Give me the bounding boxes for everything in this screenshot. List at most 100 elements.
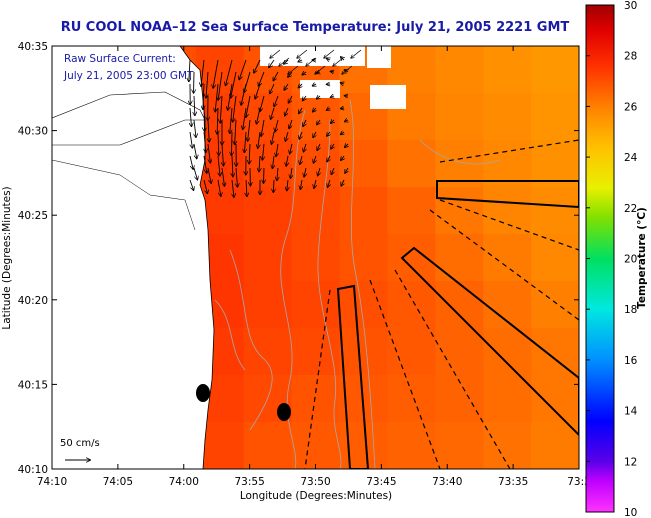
- station-marker: [196, 384, 210, 402]
- current-vector: [273, 179, 274, 192]
- current-label-line1: Raw Surface Current:: [64, 53, 176, 65]
- current-vector: [275, 119, 279, 132]
- current-vector: [304, 167, 306, 177]
- sst-cell: [243, 187, 293, 235]
- sst-cell: [483, 46, 532, 94]
- sst-cell: [531, 328, 579, 376]
- current-vector: [317, 96, 320, 99]
- current-vector: [261, 119, 265, 136]
- current-vector: [274, 95, 279, 106]
- current-vector: [203, 155, 207, 173]
- missing-data-patch: [370, 85, 406, 109]
- current-vector: [324, 49, 335, 58]
- current-vector: [276, 143, 278, 156]
- sst-cell: [339, 328, 388, 376]
- current-vector: [341, 132, 344, 134]
- current-vector: [331, 120, 334, 123]
- current-vector: [206, 71, 208, 98]
- current-vector: [327, 155, 330, 162]
- current-vector: [208, 119, 209, 142]
- current-vector: [285, 131, 288, 141]
- sst-cell: [531, 375, 579, 423]
- current-vector: [248, 119, 251, 141]
- sst-cell: [387, 140, 436, 188]
- sst-cell: [483, 187, 532, 235]
- sst-cell: [387, 234, 436, 282]
- current-vector: [287, 179, 288, 191]
- current-vector: [217, 179, 221, 196]
- current-vector: [299, 107, 302, 113]
- sst-cell: [243, 328, 293, 376]
- x-tick-label: 74:05: [103, 476, 133, 488]
- current-vector: [289, 119, 293, 128]
- current-vector: [315, 65, 326, 74]
- current-vector: [239, 59, 247, 79]
- current-vector: [217, 107, 218, 134]
- x-tick-label: 73:40: [432, 476, 462, 488]
- current-vector: [298, 60, 302, 62]
- current-vector: [235, 119, 236, 144]
- current-vector: [270, 83, 275, 94]
- sst-cell: [435, 422, 484, 469]
- current-vector: [207, 167, 211, 183]
- x-axis-label: Longitude (Degrees:Minutes): [240, 490, 392, 502]
- current-vector: [204, 107, 205, 131]
- current-vector: [215, 83, 219, 112]
- coastline: [52, 46, 215, 469]
- current-vector: [299, 131, 302, 139]
- current-vector: [313, 155, 316, 163]
- current-vector: [246, 179, 247, 196]
- current-vector: [269, 59, 275, 67]
- current-vector: [288, 65, 299, 74]
- current-vector: [330, 71, 334, 72]
- sst-cell: [291, 375, 341, 423]
- sst-cell: [387, 328, 436, 376]
- current-vector: [302, 72, 306, 75]
- current-vector: [341, 83, 344, 84]
- sst-cell: [243, 140, 293, 188]
- current-vector: [246, 95, 251, 117]
- current-vector: [203, 179, 207, 193]
- colorbar-tick-label: 20: [624, 254, 637, 266]
- current-vector: [226, 59, 233, 85]
- current-vector: [193, 143, 197, 159]
- sst-cell: [435, 187, 484, 235]
- missing-data-patch: [367, 46, 391, 68]
- current-vector: [290, 167, 292, 178]
- current-vector: [249, 143, 250, 164]
- current-vector: [230, 107, 233, 133]
- current-vector: [270, 49, 281, 58]
- current-vector: [290, 143, 292, 154]
- colorbar-tick-label: 28: [624, 51, 637, 63]
- sst-cell: [531, 234, 579, 282]
- x-tick-label: 73:45: [366, 476, 396, 488]
- current-vector: [218, 131, 219, 155]
- current-vector: [221, 167, 224, 186]
- current-vector: [255, 83, 261, 99]
- sst-cell: [531, 46, 579, 94]
- y-tick-label: 40:30: [18, 126, 48, 138]
- colorbar-tick-label: 16: [624, 355, 638, 367]
- sst-cell: [387, 422, 436, 469]
- y-tick-label: 40:15: [18, 379, 48, 391]
- y-axis: 40:35 40:30 40:25 40:20 40:15 40:10: [18, 41, 579, 476]
- colorbar-tick-label: 30: [624, 0, 637, 12]
- current-vector: [201, 59, 205, 86]
- sst-cell: [339, 140, 388, 188]
- colorbar-tick-label: 18: [624, 304, 637, 316]
- current-vector: [279, 57, 290, 66]
- colorbar-tick-label: 22: [624, 203, 637, 215]
- sst-cell: [243, 281, 293, 329]
- sst-cell: [531, 422, 579, 469]
- current-vector: [351, 49, 362, 58]
- current-vector: [331, 96, 334, 97]
- current-vector: [314, 179, 316, 188]
- current-vector: [207, 143, 210, 163]
- sst-cell: [387, 375, 436, 423]
- sst-cell: [435, 281, 484, 329]
- current-vector: [345, 167, 348, 173]
- y-tick-label: 40:20: [18, 295, 48, 307]
- current-vector: [331, 143, 334, 149]
- current-vector: [220, 95, 222, 123]
- current-label-line2: July 21, 2005 23:00 GMT: [63, 70, 194, 82]
